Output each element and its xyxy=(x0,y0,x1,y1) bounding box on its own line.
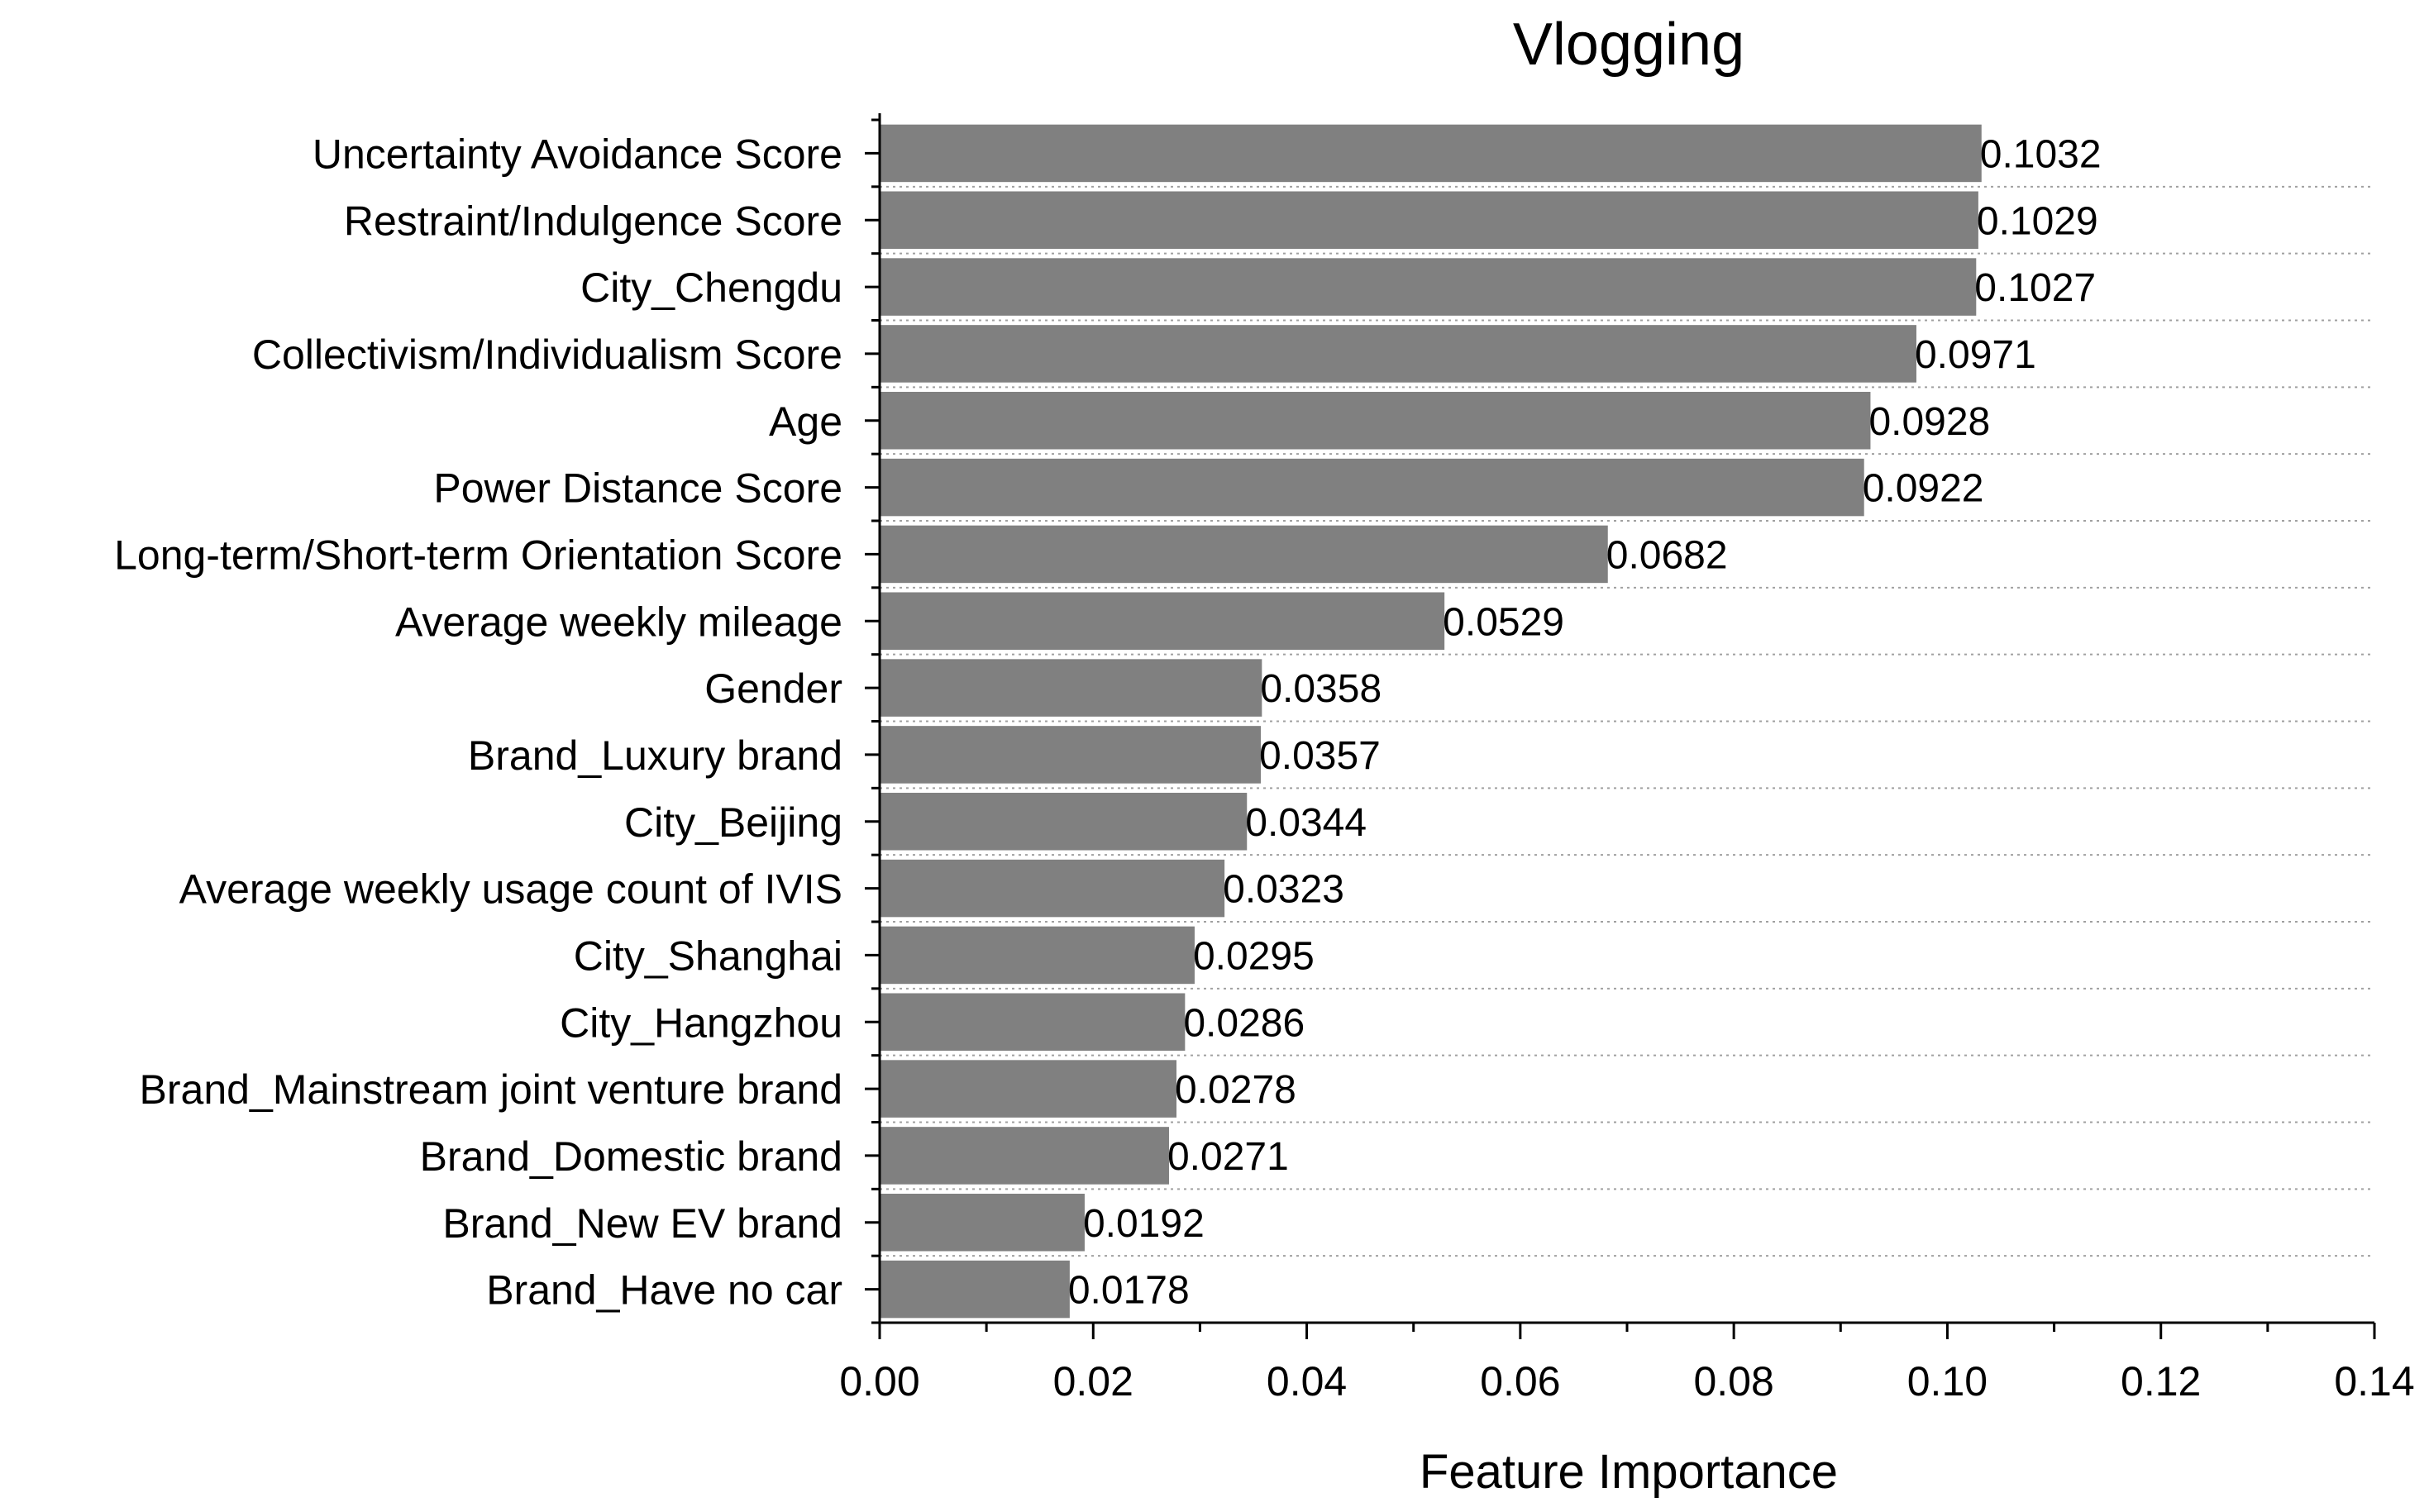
category-label: Restraint/Indulgence Score xyxy=(344,198,842,244)
bar xyxy=(880,993,1186,1052)
category-label: Brand_Mainstream joint venture brand xyxy=(140,1066,842,1113)
bar xyxy=(880,525,1608,584)
bar xyxy=(880,792,1248,851)
x-tick-label: 0.02 xyxy=(1053,1358,1133,1405)
bar-value-label: 0.1027 xyxy=(1974,266,2096,310)
bar-value-label: 0.0357 xyxy=(1259,734,1381,778)
bar-value-label: 0.0971 xyxy=(1915,333,2036,377)
category-label: Uncertainty Avoidance Score xyxy=(313,131,842,177)
grid-lines xyxy=(880,185,2374,1257)
bar xyxy=(880,325,1916,383)
bar-value-label: 0.0271 xyxy=(1167,1135,1289,1179)
bar xyxy=(880,124,1982,183)
bar-value-label: 0.0682 xyxy=(1606,533,1728,577)
category-label: Brand_Luxury brand xyxy=(468,732,842,779)
bar-value-label: 0.0278 xyxy=(1175,1068,1296,1112)
bar xyxy=(880,191,1978,250)
x-tick-label: 0.04 xyxy=(1267,1358,1347,1405)
category-label: Brand_Have no car xyxy=(486,1267,842,1314)
bar xyxy=(880,726,1262,784)
bars xyxy=(880,124,1982,1319)
bar-value-label: 0.1029 xyxy=(1977,199,2098,243)
bar-value-label: 0.0358 xyxy=(1260,667,1382,711)
chart-title: Vlogging xyxy=(1513,12,1744,78)
bar-value-label: 0.0192 xyxy=(1083,1202,1205,1246)
bar xyxy=(880,926,1195,985)
x-axis: 0.00 0.02 0.04 0.06 0.08 0.10 0.12 0.14 xyxy=(839,1321,2415,1405)
category-label: Age xyxy=(769,398,842,445)
bar xyxy=(880,1060,1177,1118)
category-label: Gender xyxy=(704,665,842,712)
value-labels: 0.1032 0.1029 0.1027 0.0971 0.0928 0.0922 0.06… xyxy=(1068,132,2102,1312)
bar-value-label: 0.0323 xyxy=(1223,868,1344,912)
y-axis: Uncertainty Avoidance Score Restraint/Ind… xyxy=(114,113,881,1324)
category-label: City_Shanghai xyxy=(574,932,842,979)
bar xyxy=(880,391,1871,450)
bar xyxy=(880,1127,1169,1185)
bar xyxy=(880,458,1864,517)
bar-value-label: 0.0178 xyxy=(1068,1269,1190,1313)
bar xyxy=(880,1193,1085,1252)
category-label: Collectivism/Individualism Score xyxy=(252,331,842,378)
category-label: Long-term/Short-term Orientation Score xyxy=(114,532,842,578)
bar xyxy=(880,592,1445,651)
x-tick-label: 0.08 xyxy=(1693,1358,1773,1405)
bar-value-label: 0.0286 xyxy=(1183,1001,1305,1045)
bar xyxy=(880,859,1225,918)
category-label: City_Beijing xyxy=(624,799,842,846)
bar-value-label: 0.0928 xyxy=(1868,400,1990,444)
x-tick-label: 0.06 xyxy=(1480,1358,1560,1405)
x-tick-label: 0.14 xyxy=(2334,1358,2414,1405)
category-label: Brand_New EV brand xyxy=(442,1200,842,1247)
bar-value-label: 0.0295 xyxy=(1193,934,1315,978)
bar xyxy=(880,659,1262,717)
x-tick-label: 0.12 xyxy=(2121,1358,2201,1405)
category-label: Average weekly mileage xyxy=(395,599,842,645)
bar xyxy=(880,258,1977,316)
x-tick-label: 0.00 xyxy=(839,1358,919,1405)
category-label: Brand_Domestic brand xyxy=(420,1133,842,1180)
bar-value-label: 0.0529 xyxy=(1443,600,1564,644)
category-label: City_Hangzhou xyxy=(560,999,842,1046)
bar-value-label: 0.0922 xyxy=(1863,467,1984,511)
bar xyxy=(880,1260,1070,1319)
category-label: Average weekly usage count of IVIS xyxy=(179,866,842,913)
x-axis-label: Feature Importance xyxy=(1420,1445,1838,1499)
bar-value-label: 0.0344 xyxy=(1245,801,1367,845)
category-label: Power Distance Score xyxy=(433,465,842,512)
bar-value-label: 0.1032 xyxy=(1980,132,2102,176)
x-tick-label: 0.10 xyxy=(1907,1358,1988,1405)
category-label: City_Chengdu xyxy=(580,265,842,311)
